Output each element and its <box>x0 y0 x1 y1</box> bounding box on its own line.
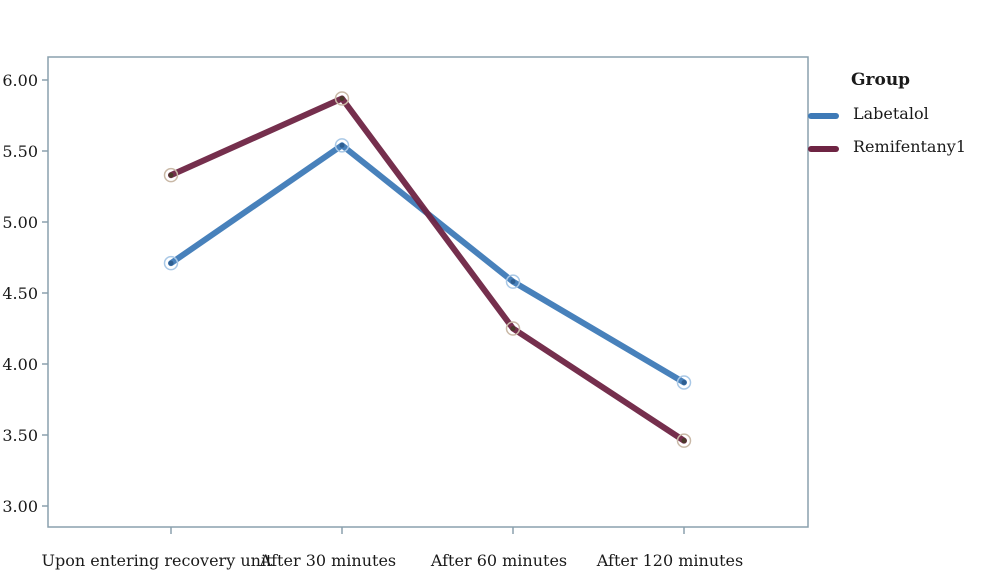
x-tick-label: After 30 minutes <box>259 551 396 570</box>
data-point-dot <box>168 260 174 266</box>
legend: Group Labetalol Remifentany1 <box>808 70 966 156</box>
data-point-labetalol <box>334 138 350 153</box>
data-point-remifentany1 <box>163 167 179 183</box>
data-point-dot <box>681 379 687 385</box>
y-tick-label: 3.00 <box>2 497 38 516</box>
data-point-ring <box>163 255 179 271</box>
data-point-ring <box>676 375 692 390</box>
data-point-labetalol <box>163 255 179 271</box>
data-point-dot <box>510 326 516 331</box>
data-point-dot <box>339 95 345 101</box>
y-tick-label: 3.50 <box>2 426 38 445</box>
y-tick-label: 5.00 <box>2 213 38 232</box>
data-point-remifentany1 <box>505 321 521 336</box>
x-tick-label: Upon entering recovery unit <box>42 551 274 570</box>
data-point-ring <box>334 138 350 153</box>
data-point-remifentany1 <box>334 91 350 106</box>
series-line-remifentany1 <box>168 95 687 444</box>
x-tick-label: After 120 minutes <box>596 551 743 570</box>
series-layer <box>163 91 692 448</box>
data-point-dot <box>339 142 345 148</box>
data-point-labetalol <box>505 274 521 289</box>
legend-label-remifentany1: Remifentany1 <box>853 137 966 156</box>
plot-area <box>47 56 809 528</box>
data-point-ring <box>505 321 521 336</box>
y-tick-label: 4.00 <box>2 355 38 374</box>
data-point-ring <box>505 274 521 289</box>
y-axis: 3.00 3.50 4.00 4.50 5.00 5.50 6.00 <box>2 71 48 516</box>
y-tick-label: 5.50 <box>2 142 38 161</box>
y-tick-label: 4.50 <box>2 284 38 303</box>
data-point-dot <box>168 172 174 178</box>
data-point-labetalol <box>676 375 692 390</box>
data-point-remifentany1 <box>676 433 692 448</box>
y-tick-label: 6.00 <box>2 71 38 90</box>
data-point-ring <box>163 167 179 183</box>
x-tick-label: After 60 minutes <box>430 551 567 570</box>
legend-title: Group <box>851 70 910 90</box>
data-point-dot <box>681 438 687 444</box>
data-point-ring <box>676 433 692 448</box>
legend-label-labetalol: Labetalol <box>853 104 929 123</box>
data-point-dot <box>510 279 516 285</box>
data-point-ring <box>334 91 350 106</box>
